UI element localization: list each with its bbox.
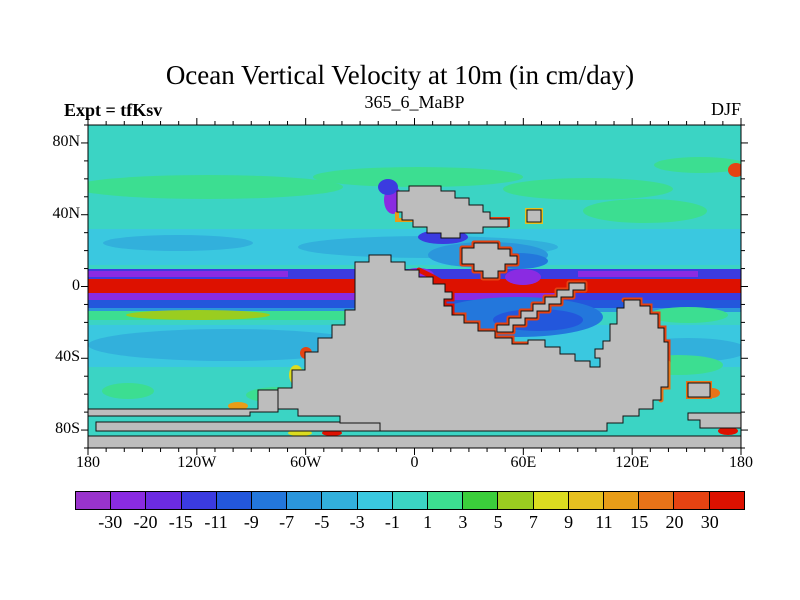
colorbar-cell xyxy=(180,492,216,509)
contour-patch xyxy=(505,269,541,285)
contour-patch xyxy=(503,178,673,200)
x-axis-label: 180 xyxy=(76,454,100,471)
colorbar-cell xyxy=(708,492,744,509)
landmass-antarctic-strip xyxy=(88,435,741,448)
colorbar-cell xyxy=(145,492,181,509)
colorbar-cell xyxy=(76,492,111,509)
colorbar-cell xyxy=(356,492,392,509)
colorbar-tick-label: 5 xyxy=(493,512,503,532)
colorbar-tick-label: -7 xyxy=(279,512,295,532)
colorbar-cell xyxy=(638,492,674,509)
contour-patch xyxy=(126,310,270,320)
x-axis-label: 180 xyxy=(729,454,753,471)
colorbar-cell xyxy=(567,492,604,509)
colorbar-tick-label: 7 xyxy=(528,512,538,532)
colorbar-tick-label: -3 xyxy=(349,512,365,532)
y-axis-label: 0 xyxy=(72,276,80,294)
y-axis-label: 40N xyxy=(52,204,80,222)
colorbar-tick-label: -9 xyxy=(243,512,259,532)
contour-patch xyxy=(102,383,154,399)
landmass-small-island xyxy=(526,209,542,223)
x-axis-label: 0 xyxy=(410,454,419,471)
colorbar-tick-label: -30 xyxy=(98,512,123,532)
map-plot xyxy=(88,125,741,448)
colorbar-tick-label: -1 xyxy=(384,512,400,532)
colorbar-cell xyxy=(321,492,357,509)
contour-patch xyxy=(583,199,707,223)
colorbar-tick-label: 9 xyxy=(564,512,574,532)
y-axis-label: 80N xyxy=(52,132,80,150)
landmass-south-arm xyxy=(95,421,381,432)
colorbar-tick-label: 11 xyxy=(595,512,613,532)
colorbar-tick-label: -20 xyxy=(133,512,158,532)
colorbar-cell xyxy=(532,492,568,509)
colorbar-tick-label: 30 xyxy=(700,512,719,532)
colorbar-tick-label: 20 xyxy=(665,512,684,532)
x-axis-label: 120W xyxy=(177,454,217,471)
colorbar-tick-label: 15 xyxy=(630,512,649,532)
colorbar-cell xyxy=(286,492,322,509)
contour-patch xyxy=(378,179,398,195)
x-axis-label: 60W xyxy=(290,454,322,471)
y-axis-label: 80S xyxy=(55,420,80,438)
y-axis-label: 40S xyxy=(55,348,80,366)
contour-band xyxy=(88,271,288,277)
landmass-east-island xyxy=(687,382,711,398)
x-axis-label: 60E xyxy=(510,454,537,471)
x-axis-label: 120E xyxy=(615,454,650,471)
run-subtitle: 365_6_MaBP xyxy=(364,92,465,112)
colorbar-tick-label: 3 xyxy=(458,512,468,532)
contour-patch xyxy=(313,167,523,187)
page-title: Ocean Vertical Velocity at 10m (in cm/da… xyxy=(165,60,635,90)
contour-band xyxy=(578,271,698,277)
colorbar-cell xyxy=(427,492,463,509)
colorbar-tick-label: -15 xyxy=(168,512,193,532)
colorbar xyxy=(75,491,745,510)
colorbar-cell xyxy=(462,492,498,509)
colorbar-cell xyxy=(497,492,533,509)
colorbar-cell xyxy=(251,492,287,509)
colorbar-cell xyxy=(391,492,428,509)
colorbar-cell xyxy=(110,492,146,509)
colorbar-cell xyxy=(603,492,639,509)
colorbar-tick-label: -5 xyxy=(314,512,330,532)
colorbar-tick-label: 1 xyxy=(423,512,433,532)
colorbar-cell xyxy=(673,492,709,509)
season-label: DJF xyxy=(710,99,741,119)
experiment-label: Expt = tfKsv xyxy=(64,100,163,120)
colorbar-cell xyxy=(215,492,252,509)
contour-patch xyxy=(103,235,253,251)
colorbar-tick-label: -11 xyxy=(204,512,228,532)
